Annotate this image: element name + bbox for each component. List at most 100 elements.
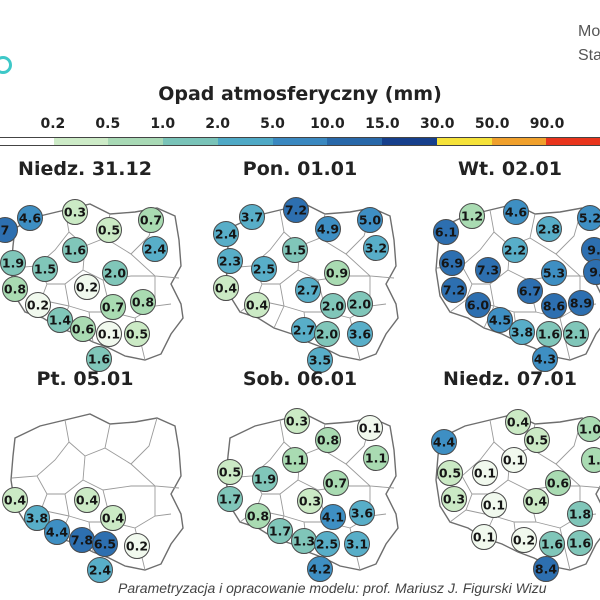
legend-tick-label: 15.0 bbox=[365, 116, 400, 132]
station-marker bbox=[307, 347, 333, 373]
panel-title: Pon. 01.01 bbox=[242, 158, 358, 180]
station-value-label: 2.0 bbox=[316, 327, 338, 342]
station-marker bbox=[536, 321, 562, 347]
station-marker bbox=[295, 277, 321, 303]
station-value-label: 1.6 bbox=[64, 243, 86, 258]
station-value-label: 1.9 bbox=[254, 472, 276, 487]
map-panel: 0.4 1.0 4.4 0.5 0.1 1. 0.5 0.1 0.6 0.3 0.1 0.4 1.8 0.… bbox=[410, 368, 600, 583]
station-value-label: 4.5 bbox=[489, 313, 511, 328]
station-marker bbox=[138, 207, 164, 233]
logo-icon bbox=[0, 56, 12, 74]
station-value-label: 1.7 bbox=[219, 492, 241, 507]
station-marker bbox=[567, 501, 593, 527]
station-value-label: 7.8 bbox=[71, 533, 93, 548]
station-marker bbox=[267, 518, 293, 544]
station-value-label: 3.8 bbox=[26, 511, 48, 526]
station-value-label: 1.2 bbox=[461, 209, 483, 224]
station-value-label: 0.4 bbox=[246, 298, 268, 313]
region-border bbox=[11, 209, 70, 269]
station-value-label: 1.5 bbox=[284, 243, 306, 258]
station-marker bbox=[245, 503, 271, 529]
station-marker bbox=[511, 527, 537, 553]
station-value-label: 0.6 bbox=[72, 322, 94, 337]
station-value-label: 0.7 bbox=[102, 300, 124, 315]
station-marker bbox=[217, 248, 243, 274]
station-marker bbox=[2, 487, 28, 513]
station-value-label: 7.2 bbox=[443, 283, 465, 298]
station-marker bbox=[349, 500, 375, 526]
poland-map: 4.6 0.30.50.771.6 2.41.9 1.5 2.00.8 0.20.80.2… bbox=[0, 199, 184, 372]
station-marker bbox=[315, 427, 341, 453]
station-marker bbox=[323, 470, 349, 496]
station-marker bbox=[581, 447, 600, 473]
station-marker bbox=[347, 321, 373, 347]
station-value-label: 0.1 bbox=[473, 530, 495, 545]
panel-title: Wt. 02.01 bbox=[458, 158, 562, 180]
station-marker bbox=[577, 205, 600, 231]
station-marker bbox=[357, 207, 383, 233]
station-marker bbox=[344, 531, 370, 557]
header-line: Mo bbox=[578, 23, 600, 40]
station-marker bbox=[577, 416, 600, 442]
station-marker bbox=[441, 277, 467, 303]
station-marker bbox=[517, 278, 543, 304]
station-value-label: 6.1 bbox=[435, 225, 457, 240]
header-text: Mo Sta bbox=[578, 20, 600, 68]
station-value-label: 1.8 bbox=[569, 507, 591, 522]
station-value-label: 0.4 bbox=[102, 511, 124, 526]
station-value-label: 3.7 bbox=[241, 210, 263, 225]
station-marker bbox=[100, 505, 126, 531]
legend-color-segment bbox=[436, 138, 492, 145]
legend-color-segment bbox=[163, 138, 218, 145]
station-value-label: 8.9 bbox=[570, 296, 592, 311]
station-marker bbox=[251, 256, 277, 282]
station-marker bbox=[100, 294, 126, 320]
station-marker bbox=[44, 519, 70, 545]
station-marker bbox=[441, 486, 467, 512]
station-marker bbox=[431, 429, 457, 455]
station-value-label: 0.1 bbox=[483, 498, 505, 513]
station-marker bbox=[320, 293, 346, 319]
station-marker bbox=[2, 276, 28, 302]
station-marker bbox=[439, 250, 465, 276]
station-value-label: 5.0 bbox=[359, 213, 381, 228]
panel-title: Niedz. 31.12 bbox=[18, 158, 152, 180]
station-marker bbox=[70, 316, 96, 342]
station-value-label: 1.1 bbox=[365, 451, 387, 466]
legend-title: Opad atmosferyczny (mm) bbox=[158, 83, 442, 105]
station-marker bbox=[437, 460, 463, 486]
station-marker bbox=[524, 427, 550, 453]
station-value-label: 1.0 bbox=[579, 422, 600, 437]
station-marker bbox=[472, 460, 498, 486]
station-marker bbox=[502, 237, 528, 263]
station-marker bbox=[533, 556, 559, 582]
station-value-label: 3.6 bbox=[349, 327, 371, 342]
station-value-label: 2.8 bbox=[538, 222, 560, 237]
station-marker bbox=[433, 219, 459, 245]
station-marker bbox=[347, 291, 373, 317]
station-value-label: 1.3 bbox=[293, 534, 315, 549]
region-border bbox=[226, 209, 285, 269]
station-value-label: 0.4 bbox=[507, 415, 529, 430]
station-value-label: 6.5 bbox=[94, 537, 116, 552]
region-border bbox=[11, 419, 70, 479]
station-marker bbox=[363, 445, 389, 471]
station-value-label: 2.1 bbox=[565, 327, 587, 342]
station-marker bbox=[320, 504, 346, 530]
station-value-label: 1.6 bbox=[569, 536, 591, 551]
station-value-label: 0.4 bbox=[215, 281, 237, 296]
station-marker bbox=[539, 531, 565, 557]
map-panel: 0.4 0.4 3.8 0.4 4.4 7.8 6.5 0.2 2.4 Pt. 05.01 bbox=[0, 368, 185, 583]
station-marker bbox=[501, 447, 527, 473]
legend-color-segment bbox=[217, 138, 273, 145]
station-value-label: 5.3 bbox=[543, 266, 565, 281]
station-marker bbox=[541, 260, 567, 286]
station-marker bbox=[505, 409, 531, 435]
station-marker bbox=[282, 447, 308, 473]
station-marker bbox=[0, 250, 26, 276]
station-value-label: 0.3 bbox=[443, 492, 465, 507]
poland-map: 0.4 1.04.4 0.50.11.0.50.10.60.3 0.1 0.41.80.… bbox=[431, 409, 600, 582]
station-value-label: 3.6 bbox=[351, 506, 373, 521]
station-value-label: 2.3 bbox=[219, 254, 241, 269]
station-marker bbox=[74, 274, 100, 300]
